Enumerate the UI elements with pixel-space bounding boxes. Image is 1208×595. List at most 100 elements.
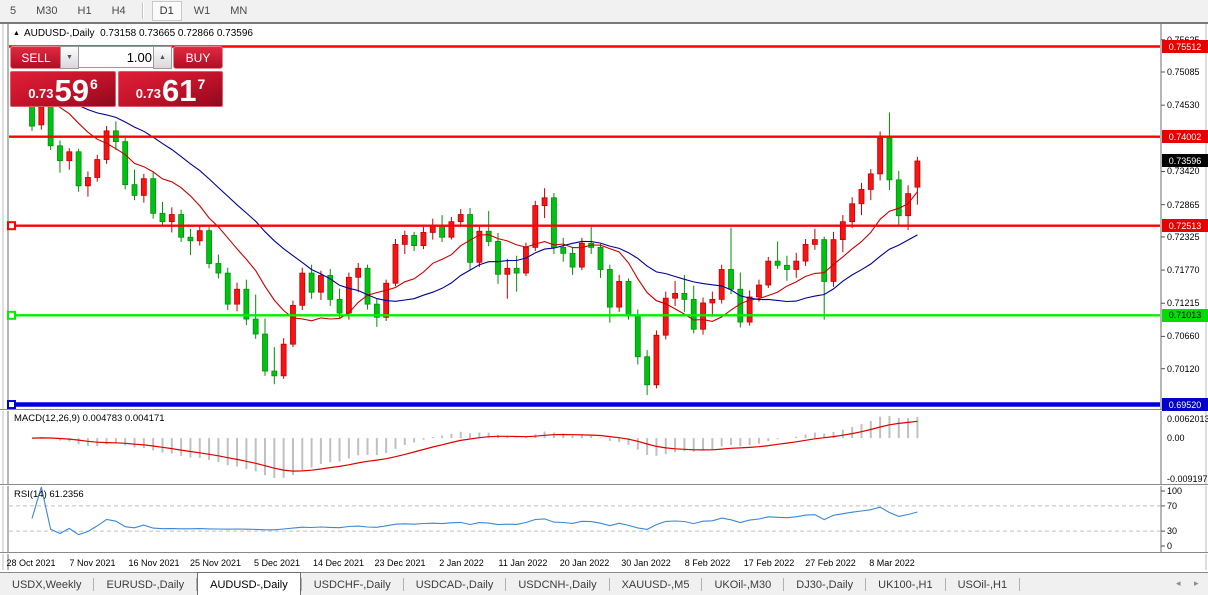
volume-decrease-button[interactable]: ▼ [60, 46, 79, 69]
date-tick-label: 28 Oct 2021 [6, 558, 56, 568]
ma-slow-line [31, 90, 918, 303]
sell-price-major: 0.73 [28, 86, 54, 101]
macd-signal [31, 420, 918, 472]
macd-max-label: 0.0062013 [1167, 414, 1208, 424]
macd-histogram [40, 416, 919, 478]
price-level-badge: 0.69520 [1162, 398, 1208, 412]
sell-button[interactable]: SELL [10, 46, 62, 69]
price-tick-label: 0.73420 [1167, 166, 1200, 177]
price-tick-label: 0.75085 [1167, 67, 1200, 77]
price-tick-label: 0.71215 [1167, 298, 1200, 309]
ma-fast-line [31, 92, 918, 322]
sell-price-button[interactable]: 0.73 59 6 [10, 71, 116, 107]
horizontal-line-0.71013[interactable] [7, 310, 1160, 320]
chart-tab-bar: USDX,Weekly EURUSD-,Daily AUDUSD-,Daily USD… [0, 572, 1208, 595]
buy-price-pips: 61 [162, 73, 197, 108]
price-tick-label: 0.70660 [1167, 331, 1200, 342]
tab-divider [300, 578, 302, 591]
buy-price-point: 7 [197, 76, 206, 92]
price-level-badge: 0.73596 [1162, 154, 1208, 168]
timeframe-button-m30[interactable]: M30 [36, 5, 58, 17]
volume-increase-button[interactable]: ▲ [153, 46, 172, 69]
chart-tab-audusd-[interactable]: AUDUSD-,Daily [197, 572, 301, 595]
price-tick-label: 0.74530 [1167, 100, 1200, 111]
price-tick-label: 0.75625 [1167, 35, 1200, 45]
date-tick-label: 25 Nov 2021 [189, 558, 242, 568]
date-tick-label: 8 Feb 2022 [684, 558, 731, 568]
date-tick-label: 2 Jan 2022 [439, 558, 484, 568]
price-level-badge: 0.71013 [1162, 308, 1208, 322]
chart-tab-usoil-[interactable]: USOil-,H1 [957, 578, 1008, 591]
rsi-line [31, 486, 918, 536]
date-tick-label: 20 Jan 2022 [559, 558, 610, 568]
timeframe-button-h4[interactable]: H4 [111, 5, 126, 17]
chart-tab-dj30-[interactable]: DJ30-,Daily [796, 578, 854, 591]
spin-down-icon: ▼ [66, 54, 73, 61]
tab-divider [944, 578, 946, 591]
horizontal-line-0.72513[interactable] [7, 221, 1160, 231]
date-tick-label: 14 Dec 2021 [312, 558, 365, 568]
timeframe-button-w1[interactable]: W1 [193, 5, 211, 17]
date-tick-label: 16 Nov 2021 [128, 558, 180, 568]
tab-divider [1019, 578, 1021, 591]
price-tick-label: 0.72325 [1167, 231, 1200, 242]
timeframe-toolbar: 5 M30 H1 H4 D1 W1 MN [0, 0, 1208, 24]
rsi-series [31, 486, 918, 536]
tab-divider [196, 578, 198, 591]
date-tick-label: 7 Nov 2021 [69, 558, 116, 568]
rsi-levels [9, 505, 1160, 532]
volume-input[interactable] [78, 46, 157, 68]
chart-tab-ukoil-[interactable]: UKOil-,M30 [714, 578, 772, 591]
chart-window: ▲ AUDUSD-,Daily 0.73158 0.73665 0.72866 0… [0, 24, 1208, 571]
price-tick-label: 0.72865 [1167, 199, 1200, 210]
macd-indicator-label: MACD(12,26,9) 0.004783 0.004171 [14, 413, 165, 424]
tab-divider [783, 578, 785, 591]
chart-title: ▲ AUDUSD-,Daily 0.73158 0.73665 0.72866 0… [13, 28, 253, 39]
buy-price-major: 0.73 [135, 86, 162, 101]
timeframe-button-5[interactable]: 5 [10, 5, 17, 17]
macd-zero-label: 0.00 [1167, 433, 1185, 444]
macd-signal-line [31, 420, 918, 472]
date-tick-label: 11 Jan 2022 [498, 558, 548, 568]
chart-tab-usdchf-[interactable]: USDCHF-,Daily [313, 578, 391, 591]
date-tick-label: 23 Dec 2021 [374, 558, 426, 568]
tab-scroll-right-icon[interactable]: ▸ [1194, 578, 1199, 588]
pane-frames [0, 24, 1208, 570]
horizontal-line-0.69520[interactable] [7, 400, 1160, 410]
chart-tab-usdx[interactable]: USDX,Weekly [12, 578, 82, 591]
buy-button[interactable]: BUY [173, 46, 223, 69]
spin-up-icon: ▲ [159, 54, 166, 61]
rsi-level-label: 30 [1167, 526, 1178, 537]
sell-price-pips: 59 [54, 73, 89, 108]
one-click-collapse-icon[interactable]: ▲ [13, 30, 20, 37]
tab-divider [865, 578, 867, 591]
candlestick-series [29, 95, 921, 395]
buy-price-button[interactable]: 0.73 61 7 [118, 71, 223, 107]
rsi-level-label: 0 [1167, 541, 1173, 551]
sell-price-point: 6 [90, 76, 98, 92]
chart-tab-usdcad-[interactable]: USDCAD-,Daily [415, 578, 494, 591]
tab-divider [402, 578, 404, 591]
one-click-trading-panel: SELL ▼ ▲ BUY 0.73 59 6 0.73 61 7 [8, 44, 223, 107]
tab-divider [608, 578, 610, 591]
chart-symbol-label: AUDUSD-,Daily [23, 28, 95, 39]
timeframe-button-d1[interactable]: D1 [151, 1, 182, 21]
chart-tab-xauusd-[interactable]: XAUUSD-,M5 [621, 578, 690, 591]
date-tick-label: 27 Feb 2022 [805, 558, 856, 568]
timeframe-button-h1[interactable]: H1 [77, 5, 92, 17]
date-tick-label: 30 Jan 2022 [621, 558, 671, 568]
rsi-indicator-label: RSI(14) 61.2356 [14, 489, 84, 500]
tab-divider [93, 578, 95, 591]
tab-scroll-left-icon[interactable]: ◂ [1176, 578, 1181, 588]
price-level-badge: 0.72513 [1162, 219, 1208, 233]
rsi-level-label: 70 [1167, 500, 1178, 511]
timeframe-button-mn[interactable]: MN [230, 5, 248, 17]
chart-canvas[interactable] [0, 24, 1208, 571]
tab-divider [505, 578, 507, 591]
chart-tab-usdcnh-[interactable]: USDCNH-,Daily [518, 578, 597, 591]
chart-tab-uk100-[interactable]: UK100-,H1 [878, 578, 933, 591]
chart-tab-eurusd-[interactable]: EURUSD-,Daily [106, 578, 185, 591]
date-tick-label: 17 Feb 2022 [743, 558, 795, 568]
price-tick-label: 0.70120 [1167, 363, 1200, 374]
